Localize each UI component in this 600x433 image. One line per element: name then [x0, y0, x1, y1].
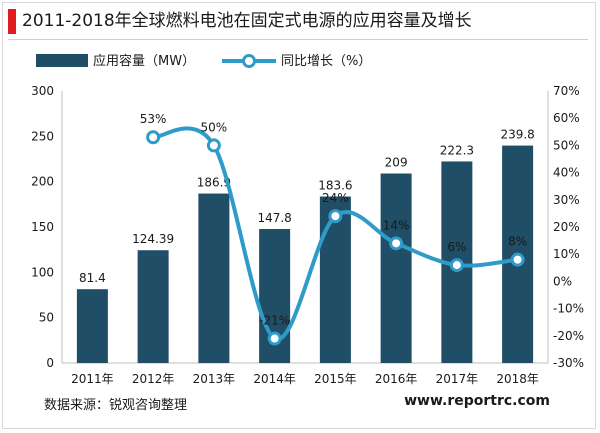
left-tick-label: 0	[46, 356, 54, 370]
growth-point	[267, 331, 282, 346]
right-tick-label: -30%	[553, 356, 584, 370]
x-tick-label: 2017年	[436, 372, 479, 386]
bar	[198, 193, 230, 363]
chart-title: 2011-2018年全球燃料电池在固定式电源的应用容量及增长	[22, 11, 472, 31]
x-tick-label: 2013年	[193, 372, 236, 386]
left-tick-label: 50	[39, 311, 54, 325]
legend-line-label: 同比增长（%）	[281, 54, 371, 69]
right-tick-label: 0%	[553, 274, 572, 288]
bar-value-label: 183.6	[318, 179, 352, 193]
bar	[319, 196, 351, 363]
growth-value-label: 24%	[322, 191, 349, 205]
bar	[137, 250, 169, 363]
growth-value-label: 50%	[201, 120, 228, 134]
bar-value-label: 222.3	[440, 143, 474, 157]
right-tick-label: 60%	[553, 111, 580, 125]
x-tick-label: 2014年	[253, 372, 296, 386]
growth-value-label: 6%	[447, 240, 466, 254]
right-tick-label: -10%	[553, 302, 584, 316]
x-tick-label: 2018年	[496, 372, 539, 386]
x-tick-label: 2011年	[71, 372, 114, 386]
growth-point	[328, 209, 343, 224]
legend-line-marker	[242, 54, 256, 68]
data-source: 数据来源：锐观咨询整理	[44, 398, 188, 413]
website-label: www.reportrc.com	[404, 393, 550, 409]
x-tick-label: 2015年	[314, 372, 357, 386]
right-tick-label: 30%	[553, 193, 580, 207]
growth-point	[146, 130, 161, 145]
growth-value-label: 14%	[383, 218, 410, 232]
right-tick-label: 10%	[553, 247, 580, 261]
growth-point	[449, 258, 464, 273]
growth-value-label: 8%	[508, 235, 527, 249]
legend-bar-swatch	[36, 54, 88, 67]
bar-value-label: 124.39	[132, 232, 174, 246]
growth-value-label: 53%	[140, 112, 167, 126]
x-tick-label: 2016年	[375, 372, 418, 386]
growth-point	[389, 236, 404, 251]
left-tick-label: 150	[31, 220, 54, 234]
left-tick-label: 100	[31, 265, 54, 279]
bar-value-label: 186.9	[197, 176, 231, 190]
bar-value-label: 147.8	[257, 211, 291, 225]
growth-point	[510, 252, 525, 267]
title-accent-bar	[8, 9, 16, 34]
right-tick-label: 70%	[553, 84, 580, 98]
growth-point	[206, 138, 221, 153]
left-tick-label: 300	[31, 84, 54, 98]
right-tick-label: 50%	[553, 138, 580, 152]
right-tick-label: 20%	[553, 220, 580, 234]
title-divider	[8, 39, 588, 40]
right-tick-label: -20%	[553, 329, 584, 343]
left-tick-label: 200	[31, 175, 54, 189]
bar	[76, 289, 108, 363]
bar-value-label: 209	[385, 156, 408, 170]
bar-value-label: 81.4	[79, 271, 106, 285]
bar-value-label: 239.8	[500, 128, 534, 142]
right-tick-label: 40%	[553, 166, 580, 180]
growth-value-label: -21%	[259, 314, 290, 328]
legend-bar-label: 应用容量（MW）	[93, 53, 195, 69]
bar	[380, 173, 412, 363]
x-tick-label: 2012年	[132, 372, 175, 386]
left-tick-label: 250	[31, 129, 54, 143]
